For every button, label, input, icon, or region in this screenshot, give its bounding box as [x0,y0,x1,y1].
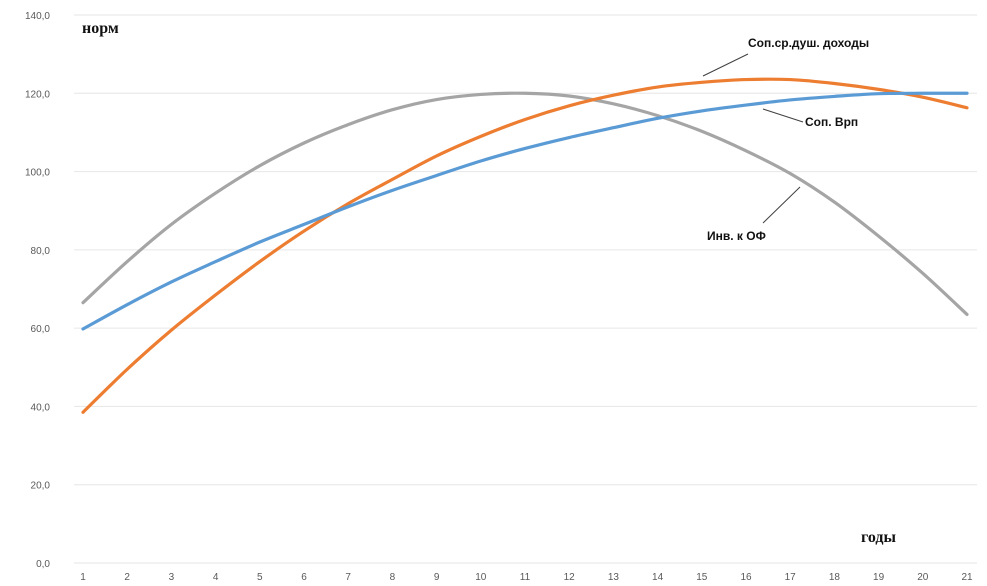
x-tick-label: 19 [873,572,885,583]
x-tick-label: 17 [785,572,797,583]
series-label-investment: Инв. к ОФ [707,229,766,243]
y-tick-label: 40,0 [31,402,51,413]
x-axis-label: годы [861,529,897,546]
annotation-income: Соп.ср.душ. доходы [702,36,869,77]
y-axis-ticks: 0,0 20,0 40,0 60,0 80,0 100,0 120,0 140,0 [25,11,50,570]
series-line-grp [81,91,969,331]
y-tick-label: 120,0 [25,89,50,100]
series-line-investment [81,91,969,317]
x-tick-label: 1 [80,572,86,583]
x-tick-label: 4 [213,572,219,583]
x-tick-label: 6 [301,572,307,583]
y-tick-label: 0,0 [36,559,50,570]
y-axis-label: норм [82,20,119,37]
x-tick-label: 12 [564,572,576,583]
y-tick-label: 140,0 [25,11,50,22]
x-tick-label: 5 [257,572,263,583]
y-tick-label: 60,0 [31,324,51,335]
annotation-grp: Соп. Врп [762,108,858,129]
x-tick-label: 11 [520,572,531,583]
series-lines [81,77,969,414]
series-line-income [81,77,969,414]
x-tick-label: 10 [475,572,487,583]
leader-line-investment [762,186,801,224]
x-tick-label: 2 [124,572,130,583]
x-tick-label: 13 [608,572,620,583]
y-tick-label: 100,0 [25,168,50,179]
x-tick-label: 8 [390,572,396,583]
y-tick-label: 20,0 [31,481,51,492]
x-tick-label: 16 [740,572,752,583]
leader-line-income [702,53,749,77]
x-axis-ticks: 1 2 3 4 5 6 7 8 9 10 11 12 13 14 15 16 17 18 19 20 21 [80,572,973,583]
series-label-grp: Соп. Врп [805,115,858,129]
x-tick-label: 9 [434,572,440,583]
leader-line-grp [762,108,804,123]
x-tick-label: 14 [652,572,664,583]
y-tick-label: 80,0 [31,246,51,257]
x-tick-label: 20 [917,572,929,583]
x-tick-label: 7 [345,572,351,583]
x-tick-label: 18 [829,572,841,583]
gridlines [74,14,977,564]
annotation-investment: Инв. к ОФ [707,186,801,243]
x-tick-label: 15 [696,572,708,583]
series-label-income: Соп.ср.душ. доходы [748,36,869,50]
x-tick-label: 3 [169,572,175,583]
x-tick-label: 21 [961,572,973,583]
